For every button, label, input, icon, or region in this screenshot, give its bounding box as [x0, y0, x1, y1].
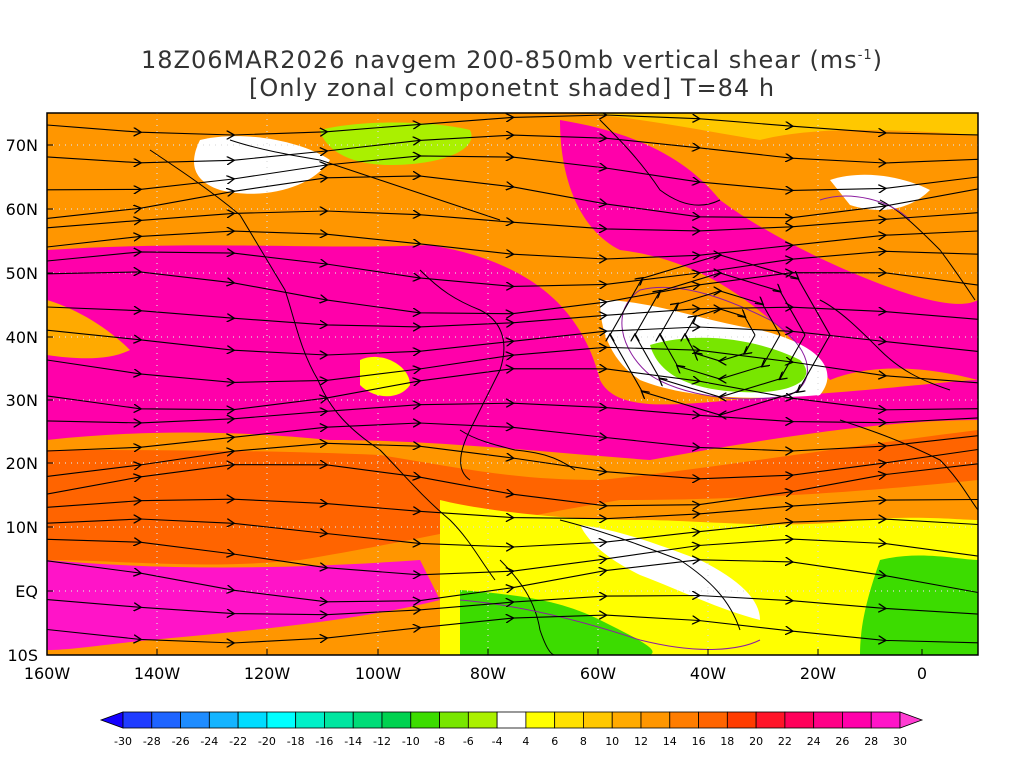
colorbar-label: -20 [258, 735, 276, 748]
colorbar-box [122, 711, 153, 729]
colorbar-box [295, 711, 325, 729]
colorbar-box [324, 711, 354, 729]
colorbar-label: 16 [692, 735, 706, 748]
lon-label: 120W [244, 664, 291, 683]
colorbar-label: 24 [807, 735, 821, 748]
colorbar-label: 6 [551, 735, 558, 748]
colorbar-box [640, 711, 671, 729]
colorbar-label: -12 [373, 735, 391, 748]
plot-frame [46, 112, 979, 656]
colorbar-label: 30 [893, 735, 907, 748]
colorbar-label: -8 [434, 735, 445, 748]
colorbar-label: -18 [287, 735, 305, 748]
colorbar-label: -14 [344, 735, 362, 748]
streamline [47, 464, 978, 506]
colorbar-label: -4 [492, 735, 503, 748]
colorbar-label: -22 [229, 735, 247, 748]
colorbar-box [583, 711, 613, 729]
lon-label: 100W [355, 664, 402, 683]
colorbar-label: -6 [463, 735, 474, 748]
colorbar-label: 12 [634, 735, 648, 748]
colorbar-label: 8 [580, 735, 587, 748]
map-plot-area [47, 113, 978, 655]
colorbar-label: -30 [114, 735, 132, 748]
colorbar-box [525, 711, 556, 729]
lat-label: 30N [6, 391, 38, 410]
longitude-axis: 160W 140W 120W 100W 80W 60W 40W 20W 0 [24, 649, 927, 683]
colorbar-box [698, 711, 728, 729]
lon-label: 40W [690, 664, 726, 683]
latitude-axis: 70N 60N 50N 40N 30N 20N 10N EQ 10S [6, 136, 53, 665]
colorbar-label: 10 [605, 735, 619, 748]
colorbar-low-triangle [99, 711, 124, 729]
lon-label: 0 [917, 664, 927, 683]
colorbar-box [611, 711, 642, 729]
colorbar-label: -24 [200, 735, 218, 748]
streamline [610, 255, 831, 415]
colorbar-box [726, 711, 757, 729]
colorbar-label: 28 [864, 735, 878, 748]
streamlines [47, 115, 978, 643]
colorbar-label: 4 [522, 735, 529, 748]
colorbar-box [381, 711, 412, 729]
colorbar-box [784, 711, 815, 729]
colorbar-label: -16 [315, 735, 333, 748]
lat-label: 40N [6, 328, 38, 347]
lat-label: 60N [6, 200, 38, 219]
colorbar-box [208, 711, 239, 729]
lon-label: 160W [24, 664, 71, 683]
lat-label: 10S [7, 646, 38, 665]
colorbar-box [813, 711, 843, 729]
lat-label: 10N [6, 518, 38, 537]
colorbar-label: -26 [172, 735, 190, 748]
colorbar-box [554, 711, 584, 729]
colorbar-box [870, 711, 901, 729]
colorbar-box [266, 711, 297, 729]
chart-title-line2: [Only zonal componetnt shaded] T=84 h [248, 74, 776, 102]
colorbar-box [352, 711, 383, 729]
colorbar-box [755, 711, 786, 729]
colorbar-box [496, 711, 527, 729]
lon-label: 20W [800, 664, 836, 683]
lat-label: 20N [6, 454, 38, 473]
lon-label: 80W [470, 664, 506, 683]
colorbar-box [237, 711, 268, 729]
colorbar-box [439, 711, 469, 729]
colorbar-box [467, 711, 498, 729]
lon-label: 140W [134, 664, 181, 683]
lat-label: 70N [6, 136, 38, 155]
colorbar-label: -28 [143, 735, 161, 748]
colorbar-box [151, 711, 181, 729]
colorbar-label: -10 [402, 735, 420, 748]
colorbar-label: 14 [663, 735, 677, 748]
colorbar-label: 22 [778, 735, 792, 748]
colorbar-label: 26 [835, 735, 849, 748]
colorbar-box [842, 711, 872, 729]
streamline [47, 211, 978, 231]
lat-label: 50N [6, 264, 38, 283]
colorbar-label: 18 [720, 735, 734, 748]
lat-label: EQ [15, 582, 38, 601]
chart-title-line1: 18Z06MAR2026 navgem 200-850mb vertical s… [140, 46, 884, 74]
colorbar-labels: -30 -28 -26 -24 -22 -20 -18 -16 -14 -12 -10 -8 -6 -4 4… [114, 735, 907, 748]
colorbar-label: 20 [749, 735, 763, 748]
colorbar-box [180, 711, 210, 729]
colorbar-box [410, 711, 440, 729]
streamline [47, 560, 978, 602]
colorbar-box [669, 711, 699, 729]
colorbar [99, 711, 924, 729]
streamline [47, 615, 978, 643]
lon-label: 60W [580, 664, 616, 683]
colorbar-high-triangle [899, 711, 924, 729]
